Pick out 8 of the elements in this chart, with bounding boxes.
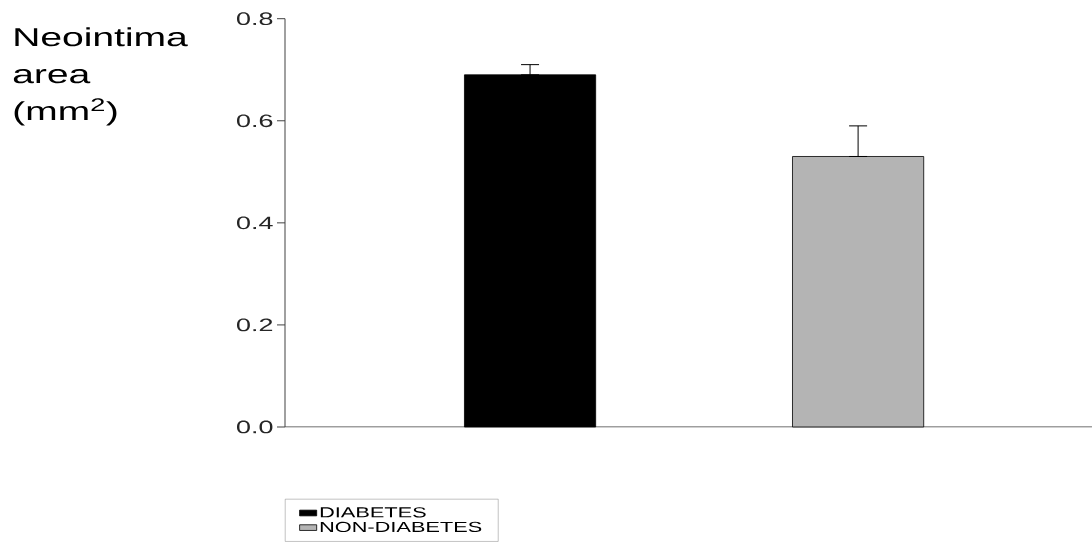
legend-label: NON-DIABETES	[320, 521, 482, 533]
y-tick-label: 0.2	[236, 318, 273, 332]
y-axis-title: Neointima area (mm$^{2}$)	[13, 27, 188, 126]
y-tick-label: 0.6	[236, 114, 273, 128]
y-tick-label: 0.0	[236, 420, 273, 434]
legend-label: DIABETES	[320, 507, 426, 518]
y-tick-label: 0.4	[236, 216, 273, 230]
y-tick-label: 0.8	[236, 12, 273, 26]
